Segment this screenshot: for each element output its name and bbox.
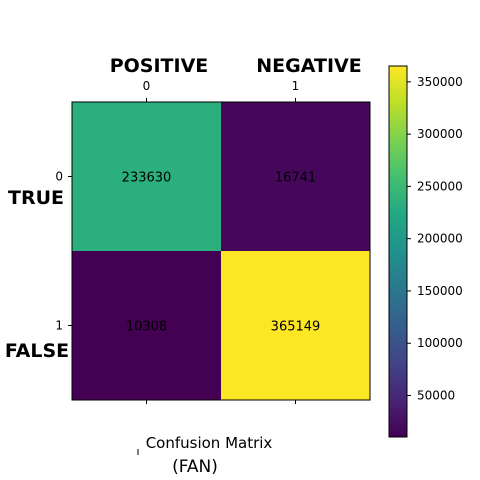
- chart-title: Confusion Matrix: [146, 434, 273, 452]
- colorbar-tick-label: 150000: [417, 284, 463, 298]
- heatmap-cell: [221, 251, 370, 400]
- heatmap-cell: [72, 102, 221, 251]
- colorbar-tick-label: 200000: [417, 232, 463, 246]
- cell-value-labels: 233630 16741 10308 365149: [122, 171, 321, 335]
- heatmap-cells: [72, 102, 370, 400]
- chart-subtitle: (FAN): [172, 457, 218, 477]
- heatmap-frame: [71, 101, 371, 401]
- cell-value-label: 365149: [271, 320, 321, 335]
- cell-value-label: 16741: [275, 171, 316, 186]
- column-heading-positive: POSITIVE: [110, 55, 209, 77]
- row-heading-true: TRUE: [8, 187, 64, 209]
- colorbar-tick-label: 250000: [417, 179, 463, 193]
- x-tick-label: 0: [143, 79, 151, 93]
- colorbar-tick-label: 100000: [417, 336, 463, 350]
- column-heading-negative: NEGATIVE: [256, 55, 361, 77]
- cell-value-label: 10308: [126, 320, 167, 335]
- y-tick-label: 1: [55, 319, 63, 333]
- matrix-ticks: 0 1 0 1: [55, 79, 299, 404]
- colorbar-tick-label: 300000: [417, 127, 463, 141]
- colorbar-ticks: 50000 100000 150000 200000 250000 300000 35000…: [407, 75, 463, 403]
- heatmap-cell: [72, 251, 221, 400]
- y-tick-label: 0: [55, 170, 63, 184]
- row-heading-false: FALSE: [5, 340, 69, 362]
- x-tick-label: 1: [292, 79, 300, 93]
- cell-value-label: 233630: [122, 171, 172, 186]
- colorbar-tick-label: 50000: [417, 389, 455, 403]
- colorbar-tick-label: 350000: [417, 75, 463, 89]
- heatmap-cell: [221, 102, 370, 251]
- colorbar: [388, 65, 408, 438]
